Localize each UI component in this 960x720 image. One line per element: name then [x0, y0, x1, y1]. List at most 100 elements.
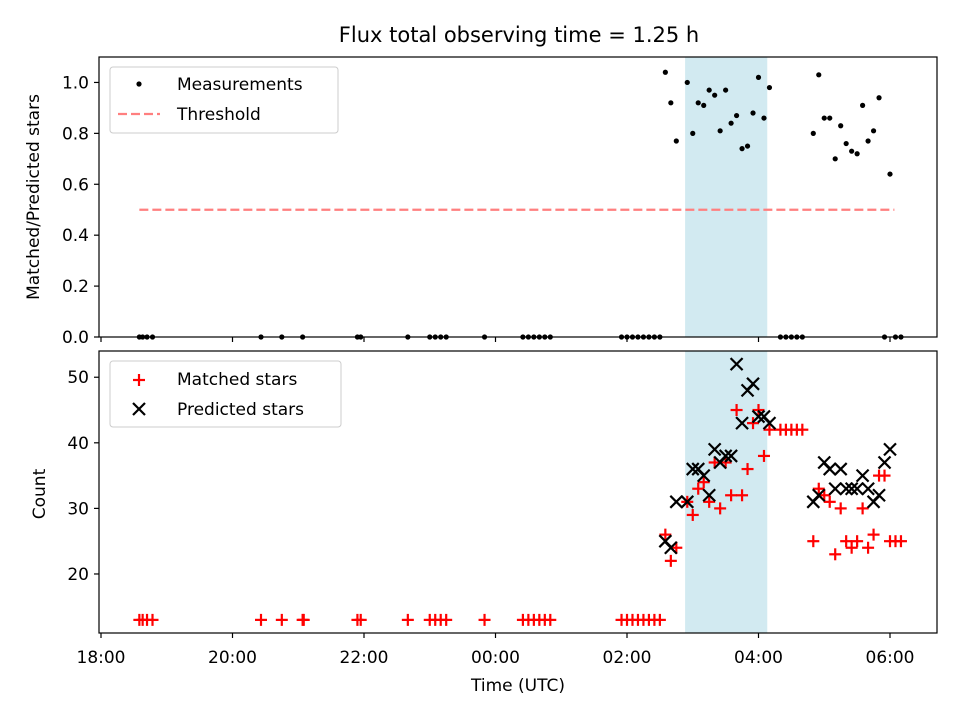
predicted-star-point — [877, 455, 892, 470]
measurement-point — [832, 156, 838, 162]
xtick-label: 02:00 — [603, 648, 652, 668]
bottom-ytick-label: 40 — [67, 434, 89, 454]
predicted-star-point — [735, 416, 749, 430]
chart-title: Flux total observing time = 1.25 h — [339, 23, 699, 47]
measurement-point — [810, 130, 816, 136]
top-shaded-interval — [685, 57, 768, 337]
matched-star-point — [851, 535, 864, 548]
measurement-point — [887, 171, 893, 177]
legend-marker-matched — [133, 374, 145, 386]
predicted-star-point — [833, 462, 848, 476]
matched-star-point — [840, 535, 853, 548]
predicted-star-point — [751, 409, 766, 424]
measurement-point — [870, 128, 877, 134]
bottom-legend: Matched stars Predicted stars — [109, 360, 342, 428]
matched-star-point — [401, 613, 414, 626]
predicted-star-point — [702, 488, 716, 503]
matched-star-point — [862, 541, 875, 554]
measurement-point — [690, 130, 696, 136]
measurement-point — [821, 115, 827, 121]
matched-star-point — [544, 613, 557, 626]
top-ytick-label: 0.8 — [62, 124, 89, 144]
legend-label-measurements: Measurements — [177, 75, 303, 95]
bottom-ylabel: Count — [30, 468, 50, 519]
matched-star-point — [747, 417, 760, 430]
predicted-star-point — [746, 377, 760, 391]
predicted-star-point — [850, 481, 864, 496]
matched-star-point — [845, 541, 858, 554]
measurement-point — [712, 92, 718, 98]
matched-star-point — [807, 535, 820, 548]
predicted-star-point — [762, 416, 777, 430]
matched-star-point — [730, 404, 743, 417]
matched-star-point — [829, 548, 842, 561]
predicted-star-point — [669, 495, 684, 509]
matched-star-point — [664, 554, 677, 567]
matched-star-point — [146, 613, 159, 626]
matched-star-point — [354, 613, 367, 626]
matched-star-point — [254, 613, 267, 626]
predicted-star-point — [861, 481, 875, 496]
matched-star-point — [796, 423, 809, 436]
predicted-star-point — [707, 442, 722, 457]
matched-star-point — [714, 502, 727, 515]
predicted-star-point — [844, 481, 859, 496]
measurement-point — [668, 100, 674, 106]
matched-star-point — [725, 489, 738, 502]
matched-star-point — [812, 482, 825, 495]
xtick-label: 18:00 — [77, 648, 126, 668]
predicted-star-point — [718, 449, 733, 463]
xtick-label: 20:00 — [208, 648, 257, 668]
predicted-star-point — [696, 468, 711, 483]
matched-star-point — [823, 495, 836, 508]
top-ylabel: Matched/Predicted stars — [24, 94, 44, 300]
bottom-panel: 18:00 20:00 22:00 00:00 02:00 04:00 06:00 20 30 4… — [30, 350, 938, 696]
bottom-ytick-label: 20 — [67, 565, 89, 585]
legend-label-threshold: Threshold — [176, 105, 261, 125]
measurement-point — [865, 138, 871, 144]
measurement-point — [662, 69, 668, 75]
predicted-star-point — [883, 442, 897, 457]
matched-star-point — [478, 613, 491, 626]
legend-label-predicted: Predicted stars — [177, 400, 304, 420]
measurement-point — [876, 95, 882, 101]
matched-star-point — [834, 502, 847, 515]
top-legend: Measurements Threshold — [109, 66, 339, 134]
top-ytick-label: 0.4 — [62, 226, 89, 246]
matched-star-point — [752, 404, 765, 417]
measurement-point — [849, 148, 855, 154]
measurement-point — [816, 72, 822, 78]
measurement-point — [854, 151, 860, 157]
predicted-star-point — [724, 449, 738, 463]
bottom-axes-frame — [98, 350, 938, 634]
predicted-star-point — [872, 488, 886, 503]
matched-star-point — [692, 482, 705, 495]
matched-star-point — [653, 613, 666, 626]
measurement-point — [755, 74, 762, 80]
predicted-star-point — [811, 488, 826, 503]
measurement-point — [733, 112, 740, 119]
measurement-point — [838, 123, 844, 129]
matched-star-point — [856, 502, 869, 515]
predicted-star-point — [839, 481, 853, 496]
matched-star-point — [894, 535, 907, 548]
matched-star-point — [686, 508, 699, 521]
top-panel: 0.0 0.2 0.4 0.6 0.8 1.0 Matched/Predicted sta… — [24, 56, 938, 348]
measurement-point — [860, 102, 866, 108]
bottom-ytick-label: 50 — [67, 368, 89, 388]
predicted-star-point — [664, 540, 678, 555]
measurement-point — [827, 115, 833, 121]
measurement-point — [766, 84, 773, 91]
xtick-label: 06:00 — [866, 648, 915, 668]
bottom-xlabel: Time (UTC) — [470, 676, 565, 696]
xtick-label: 00:00 — [471, 648, 520, 668]
measurement-point — [701, 102, 707, 108]
legend-marker-predicted — [132, 402, 146, 416]
matched-star-point — [659, 528, 672, 541]
measurement-point — [706, 87, 712, 93]
matched-star-point — [736, 489, 749, 502]
predicted-star-point — [855, 468, 870, 483]
measurement-point — [695, 100, 701, 106]
predicted-star-point — [828, 481, 842, 496]
